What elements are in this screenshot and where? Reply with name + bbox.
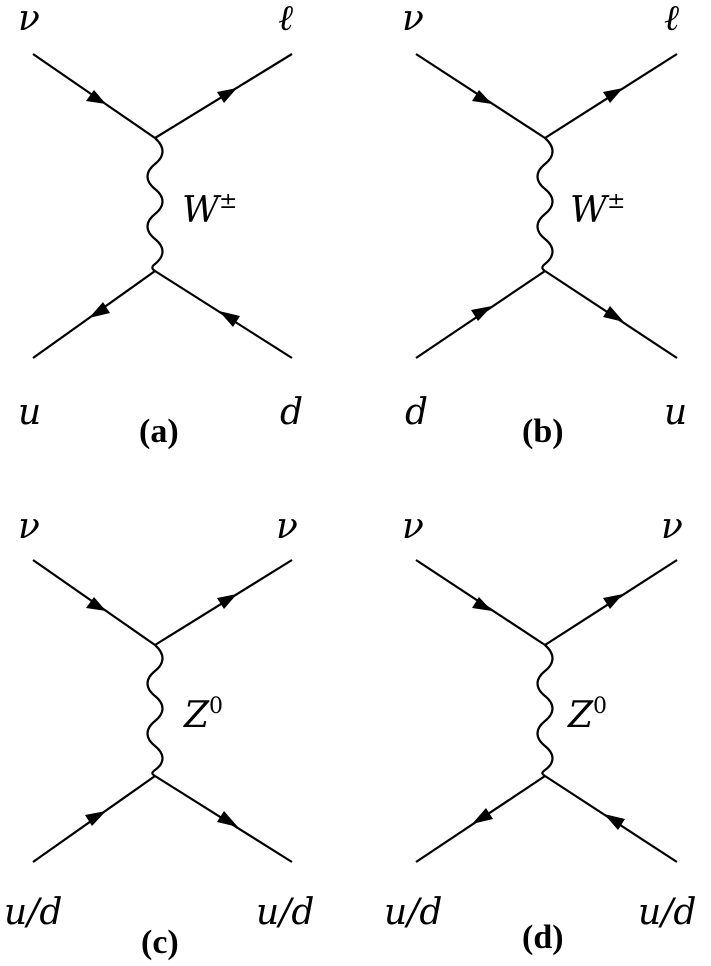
boson-label: W±: [570, 189, 625, 231]
arrow-out-of-vertex-icon: [472, 808, 493, 824]
arrow-into-vertex-icon: [604, 814, 625, 830]
diagram-a: ν ℓ u d W± (a): [18, 0, 303, 450]
label-bottom-right: u: [664, 392, 687, 433]
w-boson-wavy-line: [146, 137, 164, 272]
arrow-into-vertex-icon: [472, 90, 492, 104]
arrow-out-of-vertex-icon: [603, 306, 624, 322]
caption-d: (d): [522, 919, 564, 956]
label-top-left: ν: [402, 0, 424, 39]
boson-label: Z0: [183, 694, 223, 736]
label-top-right: ν: [661, 506, 683, 547]
z-boson-wavy-line: [536, 644, 554, 777]
w-boson-wavy-line: [536, 137, 554, 272]
label-top-right: ℓ: [278, 0, 293, 39]
arrow-out-of-vertex-icon: [89, 302, 110, 318]
arrow-into-vertex-icon: [471, 306, 492, 321]
arrow-into-vertex-icon: [472, 597, 492, 611]
diagram-b: ν ℓ d u W± (b): [402, 0, 687, 450]
label-top-left: ν: [18, 0, 40, 39]
caption-b: (b): [522, 413, 564, 450]
boson-label: Z0: [567, 694, 607, 736]
diagram-d: ν ν u/d u/d Z0 (d): [384, 506, 696, 956]
arrow-into-vertex-icon: [86, 90, 106, 104]
label-bottom-right: u/d: [638, 892, 696, 933]
label-bottom-left: d: [405, 392, 428, 433]
label-top-left: ν: [18, 506, 40, 547]
label-bottom-left: u: [18, 392, 41, 433]
z-boson-wavy-line: [146, 644, 164, 777]
label-top-right: ℓ: [664, 0, 679, 39]
label-bottom-left: u/d: [4, 892, 62, 933]
label-top-left: ν: [402, 506, 424, 547]
diagram-c: ν ν u/d u/d Z0 (c): [4, 506, 314, 961]
arrow-into-vertex-icon: [86, 597, 106, 611]
boson-label: W±: [182, 189, 237, 231]
label-bottom-left: u/d: [384, 892, 442, 933]
arrow-into-vertex-icon: [85, 811, 106, 826]
arrow-out-of-vertex-icon: [217, 811, 238, 827]
label-bottom-right: u/d: [256, 892, 314, 933]
arrow-out-of-vertex-icon: [217, 594, 237, 609]
label-top-right: ν: [276, 506, 298, 547]
arrow-out-of-vertex-icon: [603, 594, 623, 609]
label-bottom-right: d: [280, 392, 303, 433]
caption-a: (a): [139, 413, 179, 450]
caption-c: (c): [141, 924, 179, 961]
arrow-out-of-vertex-icon: [603, 88, 623, 103]
arrow-out-of-vertex-icon: [217, 88, 237, 103]
arrow-into-vertex-icon: [219, 311, 240, 327]
